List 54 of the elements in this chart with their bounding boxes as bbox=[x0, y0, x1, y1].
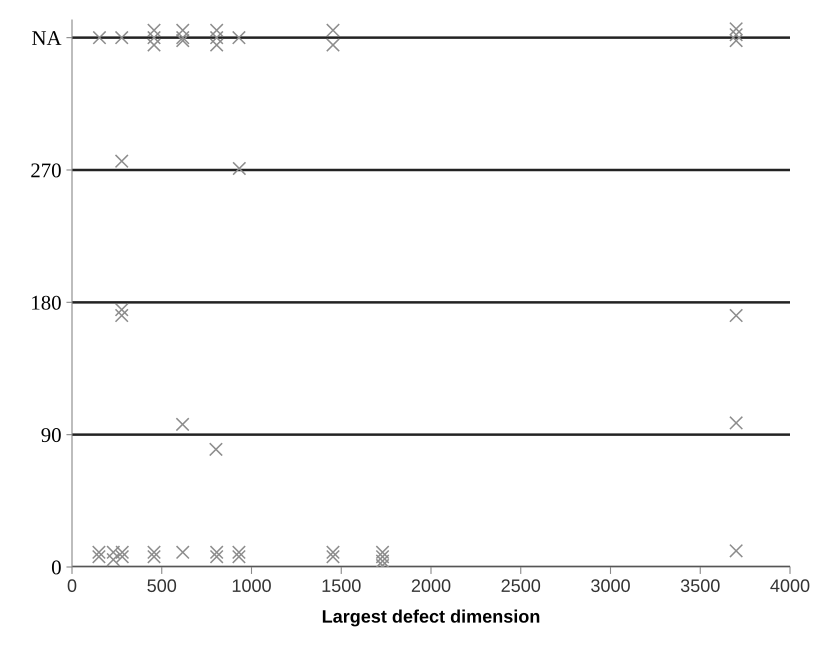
point bbox=[147, 23, 162, 38]
point bbox=[176, 34, 190, 48]
point bbox=[114, 30, 129, 45]
point bbox=[326, 23, 340, 38]
point bbox=[326, 550, 340, 564]
point bbox=[376, 550, 390, 564]
point bbox=[208, 442, 223, 456]
x-tick-label: 3500 bbox=[680, 579, 720, 592]
x-tick-label: 4000 bbox=[770, 579, 810, 592]
point bbox=[210, 23, 224, 38]
x-tick-label: 1000 bbox=[232, 579, 271, 592]
point bbox=[729, 308, 744, 323]
point bbox=[729, 22, 744, 36]
point bbox=[729, 34, 744, 48]
point bbox=[232, 30, 246, 45]
point bbox=[376, 554, 390, 567]
point bbox=[147, 545, 162, 560]
point bbox=[92, 30, 106, 45]
point bbox=[326, 38, 340, 52]
point bbox=[232, 550, 246, 564]
y-tick-label: 90 bbox=[41, 428, 61, 442]
x-tick-label: 3000 bbox=[591, 579, 630, 592]
point bbox=[210, 550, 224, 564]
point bbox=[114, 302, 129, 317]
x-tick-label: 1500 bbox=[322, 579, 361, 592]
point bbox=[232, 545, 246, 560]
point bbox=[176, 545, 190, 560]
point bbox=[147, 38, 162, 52]
y-tick-label: 180 bbox=[32, 296, 61, 310]
y-tick-label: 0 bbox=[52, 560, 61, 574]
point bbox=[176, 417, 190, 432]
x-tick-label: 2000 bbox=[412, 579, 450, 592]
x-tick-label: 500 bbox=[147, 579, 176, 592]
point bbox=[729, 416, 744, 430]
point bbox=[376, 545, 390, 560]
x-tick-label: 2500 bbox=[502, 579, 540, 592]
point bbox=[147, 550, 162, 564]
point bbox=[210, 30, 224, 45]
point bbox=[210, 545, 224, 560]
x-axis-title: Largest defect dimension bbox=[322, 610, 540, 626]
point bbox=[729, 544, 744, 558]
point bbox=[210, 38, 224, 52]
point bbox=[232, 162, 246, 176]
point bbox=[729, 28, 744, 42]
y-tick-label: 270 bbox=[31, 163, 61, 178]
point bbox=[114, 308, 129, 323]
point bbox=[176, 23, 190, 38]
point bbox=[326, 545, 340, 560]
point bbox=[114, 154, 129, 168]
x-tick-label: 0 bbox=[68, 579, 76, 592]
y-tick-label: NA bbox=[32, 31, 62, 45]
point bbox=[147, 30, 162, 45]
point bbox=[115, 550, 130, 564]
point bbox=[176, 30, 190, 45]
